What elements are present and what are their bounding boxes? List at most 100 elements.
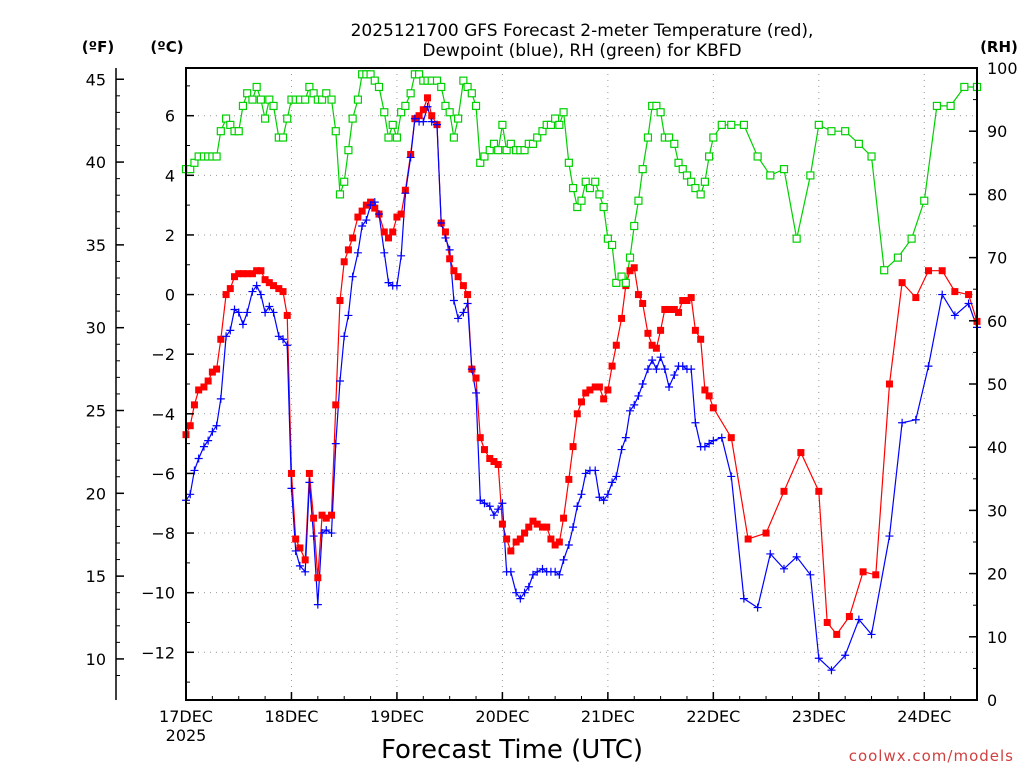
dewpoint-point <box>433 120 442 129</box>
temperature-point <box>190 401 198 409</box>
relative-humidity-point <box>212 152 221 161</box>
dewpoint-point <box>370 198 379 207</box>
relative-humidity-point <box>467 89 476 98</box>
relative-humidity-point <box>234 127 243 136</box>
celsius-tick-label: 6 <box>165 107 175 126</box>
dewpoint-point <box>964 299 973 308</box>
temperature-point <box>512 538 520 546</box>
relative-humidity-point <box>471 101 481 111</box>
relative-humidity-point <box>573 202 582 212</box>
chart-title-line1: 2025121700 GFS Forecast 2-meter Temperat… <box>351 21 814 41</box>
dewpoint-point <box>419 117 428 126</box>
relative-humidity-point <box>621 278 630 287</box>
dewpoint-point <box>234 308 243 317</box>
temperature-point <box>573 410 581 418</box>
relative-humidity-point <box>727 120 736 129</box>
relative-humidity-point <box>687 177 696 186</box>
relative-humidity-point <box>696 190 705 199</box>
relative-humidity-point <box>577 196 586 205</box>
temperature-point <box>634 291 642 299</box>
relative-humidity-point <box>841 127 850 136</box>
relative-humidity-point <box>753 152 762 161</box>
dewpoint-point <box>480 499 489 508</box>
dewpoint-point <box>318 529 327 538</box>
temperature-point <box>248 270 256 278</box>
temperature-point <box>322 514 330 522</box>
relative-humidity-point <box>612 278 621 287</box>
dewpoint-point <box>687 365 696 374</box>
dewpoint-point <box>779 564 788 573</box>
temperature-point <box>582 389 590 397</box>
dewpoint-point <box>911 415 920 424</box>
relative-humidity-point <box>494 146 503 155</box>
temperature-point <box>222 291 230 299</box>
dewpoint-point <box>678 362 687 371</box>
dewpoint-point <box>634 391 643 400</box>
temperature-point <box>279 288 287 296</box>
relative-humidity-point <box>546 120 556 129</box>
temperature-point <box>657 326 665 334</box>
dewpoint-point <box>638 380 647 388</box>
relative-humidity-point <box>551 114 560 123</box>
dewpoint-point <box>827 666 836 675</box>
relative-humidity-point <box>674 158 683 167</box>
fahrenheit-tick-label: 40 <box>86 153 106 172</box>
dewpoint-point <box>485 502 494 511</box>
relative-humidity-point <box>238 101 248 111</box>
dewpoint-point <box>656 353 665 362</box>
relative-humidity-point <box>827 127 836 136</box>
temperature-point <box>208 368 216 376</box>
temperature-point <box>586 386 594 394</box>
temperature-point <box>652 344 660 352</box>
dewpoint-point <box>573 502 582 511</box>
temperature-point <box>547 535 555 543</box>
temperature-point <box>213 365 221 373</box>
relative-humidity-point <box>344 146 353 155</box>
temperature-point <box>924 267 932 275</box>
dewpoint-point <box>222 332 231 341</box>
temperature-point <box>275 285 283 293</box>
dewpoint-point <box>494 505 503 514</box>
celsius-tick-label: 4 <box>165 166 175 185</box>
relative-humidity-point <box>489 139 499 148</box>
temperature-point <box>639 300 647 308</box>
relative-humidity-point <box>216 127 225 136</box>
dewpoint-point <box>533 567 542 576</box>
dewpoint-point <box>617 445 626 454</box>
temperature-point <box>591 383 599 391</box>
dewpoint-point <box>243 308 252 317</box>
dewpoint-point <box>520 588 529 597</box>
temperature-point <box>292 535 300 543</box>
relative-humidity-point <box>705 152 714 161</box>
dewpoint-point <box>283 341 292 350</box>
temperature-point <box>648 341 656 349</box>
temperature-point <box>261 276 269 284</box>
temperature-point <box>301 556 309 564</box>
temperature-point <box>762 529 770 537</box>
temperature-point <box>630 264 638 272</box>
rh-tick-label: 100 <box>987 59 1018 78</box>
dewpoint-point <box>301 567 310 576</box>
series-lines <box>185 73 978 672</box>
temperature-point <box>450 267 458 275</box>
temperature-point <box>661 305 669 313</box>
temperature-point <box>604 386 612 394</box>
dewpoint-point <box>705 439 714 448</box>
relative-humidity-point <box>269 101 278 111</box>
dewpoint-point <box>256 290 265 299</box>
axis-ticks <box>116 67 978 701</box>
dewpoint-point <box>441 233 450 242</box>
relative-humidity-point <box>766 171 775 180</box>
temperature-point <box>393 213 401 221</box>
relative-humidity-point <box>476 158 485 167</box>
dewpoint-point <box>538 564 547 573</box>
temperature-point <box>705 392 713 400</box>
relative-humidity-point <box>278 133 288 142</box>
temperature-point <box>480 446 488 454</box>
dewpoint-point <box>524 582 533 591</box>
temperature-point <box>665 305 673 313</box>
relative-humidity-point <box>256 95 265 104</box>
dewpoint-point <box>643 365 652 374</box>
x-tick-label: 22DEC <box>686 707 740 726</box>
